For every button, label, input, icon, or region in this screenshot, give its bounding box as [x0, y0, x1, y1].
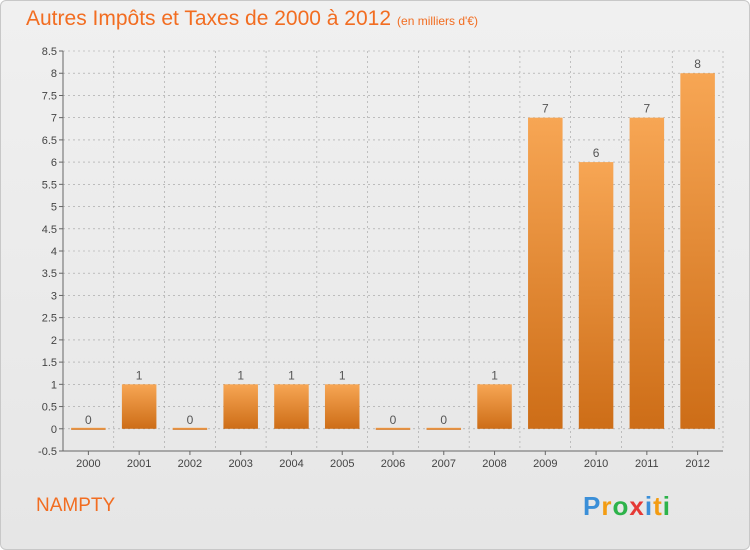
- y-tick-label: 5.5: [42, 179, 57, 191]
- bar: [172, 427, 208, 430]
- logo-letter: t: [653, 491, 663, 521]
- y-tick-label: -0.5: [38, 446, 57, 458]
- y-tick-label: 0: [51, 424, 57, 436]
- bar: [375, 427, 411, 430]
- y-tick-label: 8.5: [42, 46, 57, 58]
- y-tick-label: 6: [51, 157, 57, 169]
- x-tick-label: 2001: [127, 458, 151, 470]
- data-label: 7: [542, 102, 549, 116]
- y-tick-label: 7: [51, 113, 57, 125]
- logo-letter: x: [629, 491, 645, 521]
- axis-layer: 8.5 8 7.5 7 6.5 6 5.5 5 4.5 4 3.5 3 2.5 2 1.5 1 0.5 0 -0.5…: [38, 46, 723, 470]
- logo-letter: i: [644, 491, 654, 521]
- y-tick-label: 3: [51, 290, 57, 302]
- data-label: 1: [237, 368, 244, 382]
- x-tick-label: 2005: [330, 458, 354, 470]
- y-tick-label: 1: [51, 379, 57, 391]
- x-tick-label: 2007: [432, 458, 456, 470]
- logo-letter: o: [612, 491, 630, 521]
- y-tick-label: 1.5: [42, 357, 57, 369]
- x-tick-label: 2000: [76, 458, 100, 470]
- bar: [426, 427, 462, 430]
- grid-layer: [62, 50, 724, 452]
- commune-name: NAMPTY: [36, 495, 116, 516]
- data-label: 1: [491, 368, 498, 382]
- x-tick-label: 2011: [635, 458, 659, 470]
- bar: [680, 73, 715, 429]
- bar: [477, 384, 512, 429]
- x-tick-label: 2006: [381, 458, 405, 470]
- data-label: 0: [390, 413, 397, 427]
- y-tick-label: 3.5: [42, 268, 57, 280]
- label-layer: 0 1 0 1 1 1 0 0 1 7 6 7 8: [85, 57, 701, 427]
- x-tick-label: 2008: [482, 458, 506, 470]
- x-tick-label: 2002: [178, 458, 202, 470]
- data-label: 7: [644, 102, 651, 116]
- data-label: 6: [593, 146, 600, 160]
- bar: [71, 427, 106, 430]
- y-tick-label: 0.5: [42, 402, 57, 414]
- x-tick-label: 2003: [228, 458, 252, 470]
- logo-letter: i: [662, 491, 671, 521]
- y-tick-label: 5: [51, 202, 57, 214]
- y-tick-label: 2.5: [42, 313, 57, 325]
- x-tick-label: 2009: [533, 458, 557, 470]
- bar-layer: [71, 73, 715, 430]
- x-tick-label: 2012: [685, 458, 709, 470]
- bar: [324, 384, 360, 429]
- logo-letter: r: [601, 491, 613, 521]
- data-label: 1: [288, 368, 295, 382]
- y-tick-label: 4.5: [42, 224, 57, 236]
- y-tick-label: 2: [51, 335, 57, 347]
- y-tick-label: 8: [51, 68, 57, 80]
- y-tick-label: 4: [51, 246, 57, 258]
- data-label: 1: [136, 368, 143, 382]
- x-tick-label: 2010: [584, 458, 608, 470]
- data-label: 8: [694, 57, 701, 71]
- title-unit: (en milliers d'€): [397, 14, 479, 28]
- bar: [578, 162, 614, 429]
- bar: [629, 117, 665, 429]
- x-tick-label: 2004: [279, 458, 303, 470]
- data-label: 0: [85, 413, 92, 427]
- proxiti-logo[interactable]: Proxiti: [583, 491, 671, 522]
- bar: [274, 384, 309, 429]
- bar: [528, 117, 563, 429]
- chart-title: Autres Impôts et Taxes de 2000 à 2012 (en…: [26, 7, 478, 31]
- y-tick-label: 6.5: [42, 135, 57, 147]
- data-label: 0: [440, 413, 447, 427]
- data-label: 1: [339, 368, 346, 382]
- bar: [223, 384, 258, 429]
- bar: [121, 384, 157, 429]
- title-text: Autres Impôts et Taxes de 2000 à 2012: [26, 7, 392, 30]
- data-label: 0: [187, 413, 194, 427]
- y-tick-label: 7.5: [42, 90, 57, 102]
- logo-letter: P: [583, 491, 602, 521]
